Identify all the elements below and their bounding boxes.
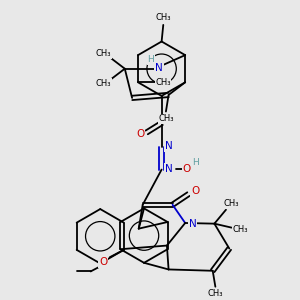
Text: CH₃: CH₃: [155, 13, 171, 22]
Text: O: O: [191, 186, 199, 196]
Text: CH₃: CH₃: [232, 225, 248, 234]
Text: CH₃: CH₃: [95, 79, 111, 88]
Text: CH₃: CH₃: [208, 289, 223, 298]
Text: CH₃: CH₃: [95, 49, 111, 58]
Text: N: N: [165, 141, 173, 152]
Text: N: N: [189, 219, 196, 229]
Text: CH₃: CH₃: [158, 114, 174, 123]
Text: CH₃: CH₃: [224, 199, 239, 208]
Text: CH₃: CH₃: [155, 78, 171, 87]
Text: O: O: [182, 164, 190, 174]
Text: O: O: [99, 257, 107, 268]
Text: H: H: [192, 158, 199, 167]
Text: N: N: [165, 164, 173, 174]
Text: H: H: [147, 55, 154, 64]
Text: O: O: [136, 129, 144, 139]
Text: N: N: [155, 63, 163, 73]
